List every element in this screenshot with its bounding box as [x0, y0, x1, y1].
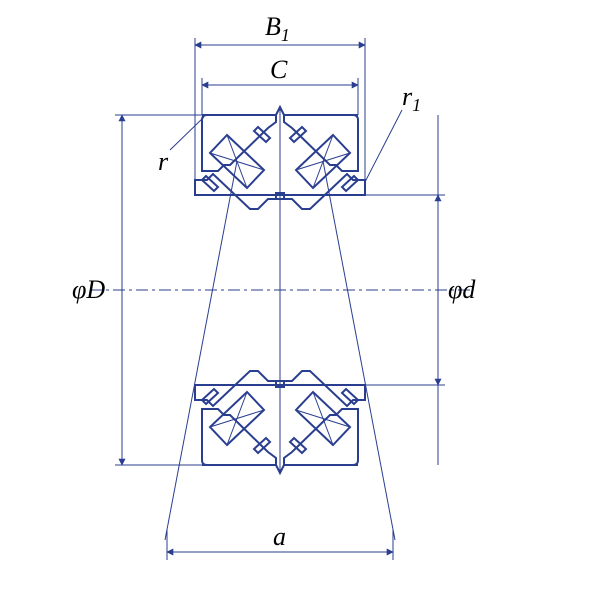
label-a: a [273, 522, 286, 551]
label-C: C [270, 55, 288, 84]
dim-r1: r1 [365, 82, 421, 182]
bearing-diagram: B1 C φD φd r r1 a [0, 0, 600, 600]
dim-r: r [158, 117, 204, 176]
label-B1-sub: 1 [281, 25, 290, 45]
svg-text:B1: B1 [265, 12, 290, 45]
label-r1-sub: 1 [412, 95, 421, 115]
label-phid: φd [448, 275, 476, 304]
label-B1: B [265, 12, 281, 41]
dim-a: a [167, 522, 393, 560]
svg-text:r1: r1 [402, 82, 421, 115]
label-phiD: φD [72, 275, 105, 304]
label-r: r [158, 147, 169, 176]
